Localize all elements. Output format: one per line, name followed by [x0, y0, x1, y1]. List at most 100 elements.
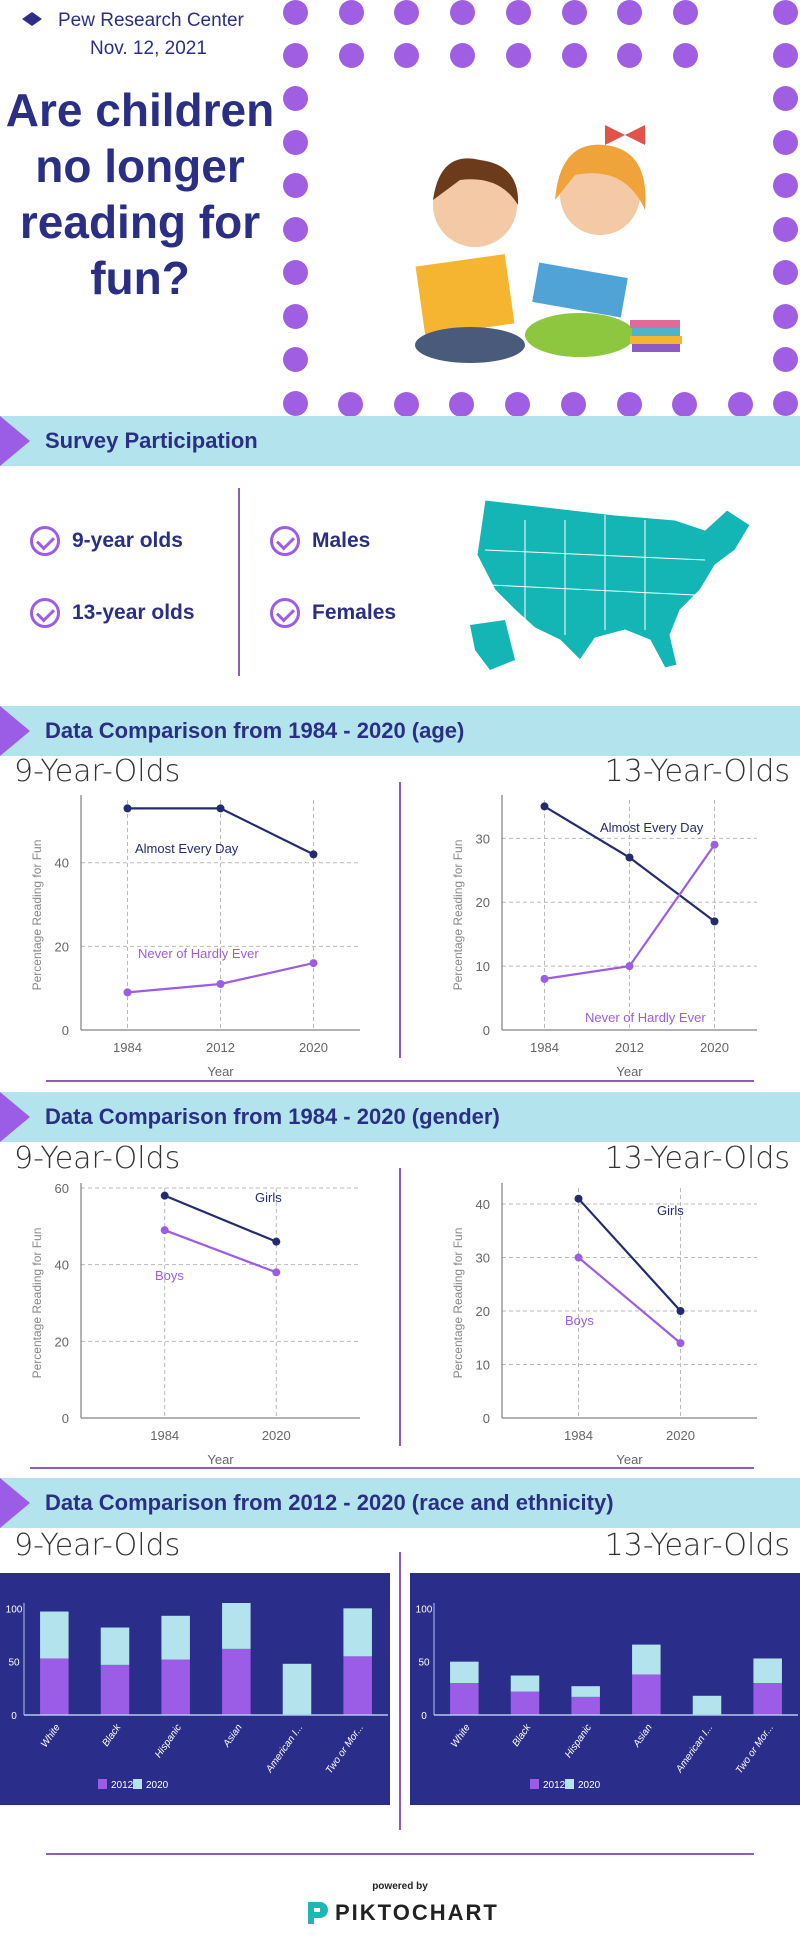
dot — [617, 0, 643, 25]
data-point — [710, 917, 719, 926]
data-point — [160, 1191, 169, 1200]
y-tick-label: 100 — [6, 1604, 23, 1615]
x-axis-label: Year — [207, 1452, 234, 1467]
check-icon — [30, 526, 60, 556]
data-point — [540, 974, 549, 983]
check-item: Males — [270, 526, 370, 556]
y-axis-label: Percentage Reading for Fun — [30, 1228, 44, 1379]
dot — [672, 43, 698, 68]
dot — [283, 390, 308, 416]
y-tick-label: 10 — [476, 959, 490, 974]
dot — [449, 392, 475, 417]
x-tick-label: White — [449, 1722, 473, 1750]
bar-chart-race-9: 0 50 100 White Black Hispanic Asian American I.… — [0, 1573, 390, 1805]
dot — [773, 86, 798, 111]
y-tick-label: 40 — [476, 1197, 490, 1212]
bar-segment — [222, 1648, 251, 1715]
bar-chart-race-13: 0 50 100 White Black Hispanic Asian American I.… — [410, 1573, 800, 1805]
check-icon — [270, 598, 300, 628]
series-label: Boys — [565, 1313, 594, 1328]
data-point — [625, 962, 634, 971]
date: Nov. 12, 2021 — [90, 38, 207, 59]
y-tick-label: 60 — [55, 1181, 69, 1196]
data-point — [676, 1339, 685, 1348]
data-point — [309, 850, 318, 859]
data-point — [123, 804, 132, 813]
data-point — [574, 1253, 583, 1262]
dot — [283, 43, 308, 68]
y-tick-label: 0 — [421, 1711, 427, 1722]
bar-segment — [510, 1675, 540, 1692]
x-tick-label: 1984 — [150, 1428, 179, 1443]
dot — [773, 347, 798, 372]
dot — [450, 0, 476, 25]
dot — [338, 43, 364, 68]
dot — [283, 347, 308, 372]
banner-age: Data Comparison from 1984 - 2020 (age) — [0, 706, 800, 756]
y-axis-label: Percentage Reading for Fun — [451, 840, 465, 991]
divider — [399, 782, 401, 1058]
bar-segment — [40, 1658, 69, 1715]
triangle-icon — [0, 1092, 30, 1142]
line-chart-age-13: 0 10 20 30 1984 2012 2020 Year Percentage Readin… — [451, 795, 757, 1079]
bar-segment — [571, 1686, 600, 1697]
bar-segment — [450, 1683, 479, 1715]
x-tick-label: 2020 — [262, 1428, 291, 1443]
data-point — [160, 1226, 169, 1235]
triangle-icon — [0, 706, 30, 756]
x-tick-label: 2020 — [299, 1040, 328, 1055]
dot — [393, 392, 419, 417]
x-tick-label: Hispanic — [563, 1722, 594, 1760]
y-axis-label: Percentage Reading for Fun — [451, 1228, 465, 1379]
bar-segment — [632, 1674, 661, 1715]
section-title: Data Comparison from 2012 - 2020 (race a… — [45, 1490, 614, 1515]
dot — [617, 43, 643, 68]
chart-title: 13-Year-Olds — [604, 1141, 790, 1176]
dot — [773, 216, 798, 242]
series-line — [164, 1194, 277, 1243]
x-axis-label: Year — [616, 1452, 643, 1467]
y-tick-label: 30 — [476, 1251, 490, 1266]
x-tick-label: 2012 — [206, 1040, 235, 1055]
x-tick-label: Hispanic — [153, 1722, 184, 1760]
bar-segment — [222, 1603, 251, 1649]
x-tick-label: White — [39, 1722, 63, 1750]
piktochart-icon — [308, 1902, 328, 1924]
data-point — [272, 1237, 281, 1246]
dot — [394, 43, 420, 68]
us-map-icon — [470, 499, 751, 670]
dot — [773, 260, 798, 285]
section-title: Data Comparison from 1984 - 2020 (age) — [45, 718, 465, 743]
y-tick-label: 20 — [476, 1304, 490, 1319]
dot — [505, 0, 531, 25]
dot — [672, 392, 698, 417]
x-tick-label: 1984 — [530, 1040, 559, 1055]
chart-title: 9-Year-Olds — [14, 1528, 181, 1563]
y-axis-label: Percentage Reading for Fun — [30, 840, 44, 991]
dot — [773, 303, 798, 329]
y-tick-label: 30 — [476, 831, 490, 846]
y-tick-label: 50 — [8, 1658, 20, 1669]
series-line — [577, 1256, 682, 1344]
section-title: Data Comparison from 1984 - 2020 (gender… — [45, 1104, 500, 1129]
divider — [46, 1853, 754, 1855]
data-point — [676, 1307, 685, 1316]
bar-segment — [100, 1664, 130, 1715]
y-tick-label: 0 — [483, 1411, 490, 1426]
divider — [30, 1467, 754, 1469]
x-tick-label: 2020 — [700, 1040, 729, 1055]
banner-survey: Survey Participation — [0, 416, 800, 466]
chart-title: 9-Year-Olds — [14, 1141, 181, 1176]
dot — [338, 392, 363, 417]
bar-segment — [40, 1611, 69, 1659]
chart-title: 9-Year-Olds — [14, 754, 181, 789]
check-item: Females — [270, 598, 396, 628]
dot — [338, 0, 364, 25]
triangle-icon — [0, 1478, 30, 1528]
dot — [773, 173, 798, 198]
piktochart-logo[interactable]: PIKTOCHART — [305, 1900, 499, 1926]
check-icon — [270, 526, 300, 556]
dot — [773, 0, 798, 25]
divider — [238, 488, 240, 676]
y-tick-label: 0 — [11, 1711, 17, 1722]
